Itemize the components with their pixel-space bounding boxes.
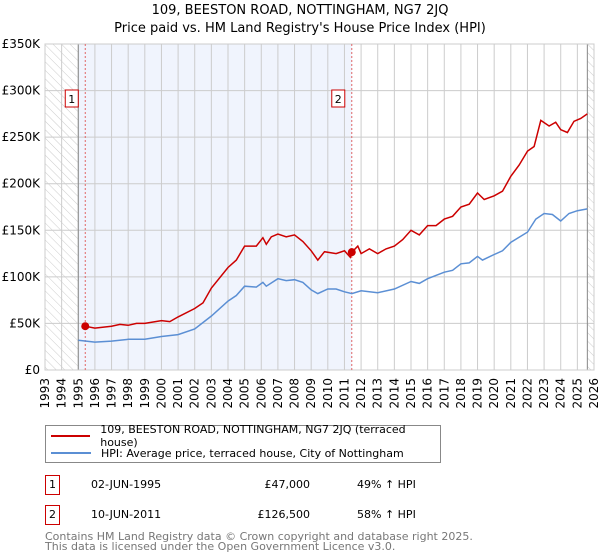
x-tick-label: 2008 [288,378,302,409]
sale-label-box [331,89,346,108]
sale-point [347,248,356,257]
x-tick-label: 2001 [171,378,185,409]
transaction-row: 1 02-JUN-1995 £47,000 49% ↑ HPI [45,475,445,497]
hatched-region [587,44,594,370]
chart-subtitle: Price paid vs. HM Land Registry's House … [114,21,486,36]
transaction-marker: 1 [45,475,60,495]
legend-item-property: 109, BEESTON ROAD, NOTTINGHAM, NG7 2JQ (… [51,423,440,449]
transaction-row: 2 10-JUN-2011 £126,500 58% ↑ HPI [45,505,445,527]
x-tick-label: 2002 [188,378,202,409]
y-tick-label: £250K [2,130,42,144]
x-tick-label: 2016 [421,378,435,409]
x-tick-label: 2005 [238,378,252,409]
x-tick-label: 2014 [387,378,401,409]
footer-license: This data is licensed under the Open Gov… [45,540,396,553]
x-tick-label: 2009 [304,378,318,409]
x-tick-label: 1999 [138,378,152,409]
sale-label-box [64,89,79,108]
y-tick-label: £350K [2,37,42,51]
x-tick-label: 1997 [105,378,119,409]
sale-label: 1 [68,93,75,106]
x-tick-label: 1995 [71,378,85,409]
x-tick-label: 2011 [337,378,351,409]
transaction-hpi: 49% ↑ HPI [357,478,416,491]
transaction-price: £47,000 [264,478,311,491]
transaction-marker: 2 [45,505,60,525]
legend-item-hpi: HPI: Average price, terraced house, City… [51,445,404,461]
y-tick-label: £200K [2,177,42,191]
shaded-period [78,44,352,370]
footer-copyright: Contains HM Land Registry data © Crown c… [45,530,473,543]
x-tick-label: 2022 [520,378,534,409]
legend-swatch-blue [51,452,91,454]
sale-point [81,322,90,331]
transaction-date: 10-JUN-2011 [91,508,162,521]
x-tick-label: 2000 [154,378,168,409]
legend-label: 109, BEESTON ROAD, NOTTINGHAM, NG7 2JQ (… [100,423,406,449]
price-series-line [84,113,588,329]
y-tick-label: £150K [2,223,42,237]
sale-label: 2 [335,93,342,106]
x-tick-label: 2024 [554,378,568,409]
y-tick-label: £300K [2,84,42,98]
x-tick-label: 2025 [570,378,584,409]
y-tick-label: £50K [9,316,41,330]
x-tick-label: 2019 [471,378,485,409]
hpi-series-line [78,208,588,343]
x-tick-label: 2018 [454,378,468,409]
x-tick-label: 2013 [371,378,385,409]
transaction-hpi: 58% ↑ HPI [357,508,416,521]
legend: 109, BEESTON ROAD, NOTTINGHAM, NG7 2JQ (… [45,423,441,463]
x-tick-label: 2012 [354,378,368,409]
x-tick-label: 2015 [404,378,418,409]
x-tick-label: 2026 [587,378,600,409]
x-tick-label: 2004 [221,378,235,409]
legend-label: HPI: Average price, terraced house, City… [101,446,404,460]
x-tick-label: 2020 [487,378,501,409]
legend-swatch-red [51,435,91,437]
x-tick-label: 2010 [321,378,335,409]
x-tick-label: 1998 [121,378,135,409]
plot-border [44,43,595,371]
x-tick-label: 2006 [254,378,268,409]
x-tick-label: 2023 [537,378,551,409]
x-tick-label: 1993 [38,378,52,409]
transaction-date: 02-JUN-1995 [91,478,162,491]
price-chart: 1993 1994 1995 1996 1997 1998 1999 2000 2001 2002… [2,37,600,409]
y-tick-label: £0 [25,363,40,377]
y-tick-label: £100K [2,270,42,284]
x-tick-label: 2021 [504,378,518,409]
x-tick-label: 1996 [88,378,102,409]
x-tick-label: 2003 [204,378,218,409]
chart-title: 109, BEESTON ROAD, NOTTINGHAM, NG7 2JQ [151,3,449,18]
x-tick-label: 2017 [437,378,451,409]
transaction-price: £126,500 [257,508,311,521]
x-tick-label: 2007 [271,378,285,409]
x-tick-label: 1994 [55,378,69,409]
